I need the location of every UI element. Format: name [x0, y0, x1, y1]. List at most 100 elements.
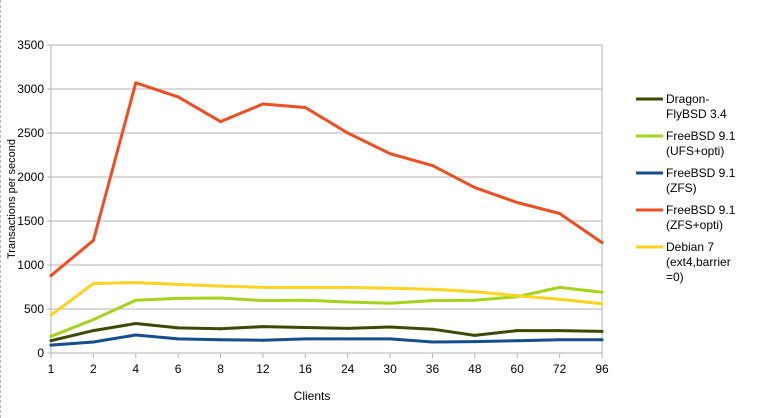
series-3-point — [303, 337, 307, 341]
series-2-point — [346, 300, 350, 304]
legend-label: FreeBSD 9.1 — [666, 203, 736, 217]
series-2-point — [134, 298, 138, 302]
series-4-point — [261, 102, 265, 106]
series-1-point — [600, 329, 604, 333]
series-1-point — [49, 339, 53, 343]
x-tick-label: 96 — [595, 362, 609, 376]
series-1-point — [346, 326, 350, 330]
x-axis-ticks: 1 2 4 6 8 12 16 24 30 36 48 60 72 96 — [48, 353, 609, 376]
y-axis-label: Transactions per second — [6, 139, 18, 259]
series-3-point — [515, 339, 519, 343]
series-5-point — [91, 281, 95, 285]
series-5-point — [346, 285, 350, 289]
x-tick-label: 1 — [48, 362, 55, 376]
series-5-point — [430, 287, 434, 291]
series-4-point — [176, 95, 180, 99]
series-5-point — [303, 285, 307, 289]
series-2-point — [303, 298, 307, 302]
screenshot-edge — [0, 0, 2, 418]
series-4-point — [558, 212, 562, 216]
series-4-point — [515, 201, 519, 205]
y-tick-label: 2000 — [17, 170, 44, 184]
series-5-point — [134, 281, 138, 285]
series-3-point — [558, 338, 562, 342]
series-2-point — [176, 296, 180, 300]
series-5-point — [261, 285, 265, 289]
series-1-point — [515, 329, 519, 333]
series-4-point — [134, 81, 138, 85]
x-tick-label: 4 — [132, 362, 139, 376]
series-2-point — [473, 298, 477, 302]
series-2-point — [600, 290, 604, 294]
series-3-point — [49, 343, 53, 347]
legend-label: (ZFS) — [666, 181, 697, 195]
series-5-point — [600, 302, 604, 306]
series-3-point — [176, 337, 180, 341]
legend-label: FlyBSD 3.4 — [666, 107, 727, 121]
series-3-point — [600, 338, 604, 342]
x-tick-label: 24 — [341, 362, 355, 376]
series-5-point — [473, 290, 477, 294]
series-3-point — [388, 337, 392, 341]
x-tick-label: 8 — [217, 362, 224, 376]
x-axis-label: Clients — [294, 389, 331, 403]
series-2-point — [219, 296, 223, 300]
series-1-point — [388, 325, 392, 329]
x-tick-label: 30 — [383, 362, 397, 376]
series-4-point — [346, 131, 350, 135]
series-2-point — [430, 299, 434, 303]
series-lines — [49, 81, 604, 347]
series-1-point — [134, 322, 138, 326]
series-line-4 — [49, 81, 604, 278]
series-4-point — [473, 186, 477, 190]
series-2-point — [91, 318, 95, 322]
y-tick-label: 3000 — [17, 82, 44, 96]
series-3-point — [134, 333, 138, 337]
series-4-point — [600, 241, 604, 245]
series-5-point — [515, 294, 519, 298]
series-2-point — [558, 285, 562, 289]
series-2-point — [388, 301, 392, 305]
x-tick-label: 6 — [175, 362, 182, 376]
series-2-point — [49, 334, 53, 338]
x-tick-label: 2 — [90, 362, 97, 376]
y-tick-label: 3500 — [17, 38, 44, 52]
series-3-point — [430, 340, 434, 344]
series-3-point — [219, 338, 223, 342]
series-1-point — [303, 325, 307, 329]
series-5-point — [176, 282, 180, 286]
series-1-point — [176, 326, 180, 330]
series-1-point — [430, 327, 434, 331]
series-1-point — [219, 327, 223, 331]
legend-label: Debian 7 — [666, 240, 714, 254]
series-1-point — [91, 329, 95, 333]
series-5-point — [388, 286, 392, 290]
series-5-point — [558, 297, 562, 301]
legend-label: (UFS+opti) — [666, 144, 724, 158]
x-tick-label: 36 — [426, 362, 440, 376]
series-4-point — [219, 120, 223, 124]
series-3-point — [473, 340, 477, 344]
legend-label: Dragon- — [666, 92, 709, 106]
series-4-point — [303, 105, 307, 109]
series-4-point — [388, 152, 392, 156]
legend-label: FreeBSD 9.1 — [666, 129, 736, 143]
legend-label: (ZFS+opti) — [666, 218, 723, 232]
x-tick-label: 60 — [511, 362, 525, 376]
series-line-1 — [49, 322, 604, 343]
series-3-point — [261, 338, 265, 342]
y-tick-label: 1000 — [17, 258, 44, 272]
series-2-point — [261, 299, 265, 303]
series-4-point — [91, 238, 95, 242]
y-tick-label: 1500 — [17, 214, 44, 228]
series-1-point — [473, 333, 477, 337]
series-3-point — [91, 340, 95, 344]
y-tick-label: 500 — [24, 302, 44, 316]
legend-label: =0) — [666, 270, 684, 284]
series-line-2 — [49, 285, 604, 338]
series-3-point — [346, 337, 350, 341]
series-line-3 — [49, 333, 604, 347]
series-4-point — [49, 274, 53, 278]
series-1-point — [558, 329, 562, 333]
